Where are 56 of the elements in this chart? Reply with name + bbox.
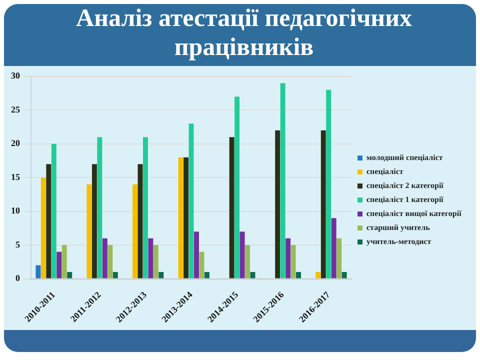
bar: [342, 272, 347, 278]
bar: [188, 124, 194, 278]
bar: [229, 137, 234, 278]
bar: [250, 272, 256, 278]
bar: [67, 272, 72, 278]
bar: [108, 245, 113, 278]
legend-label: молодший спеціаліст: [366, 153, 443, 162]
bar: [194, 232, 199, 278]
bar: [245, 245, 250, 278]
bar: [62, 245, 67, 278]
bar: [204, 272, 210, 278]
bar: [153, 245, 158, 278]
y-tick-label: 30: [11, 70, 20, 81]
bar: [40, 178, 46, 278]
bar: [132, 184, 138, 278]
legend-label: спеціаліст 2 категорії: [366, 181, 444, 190]
bar: [280, 83, 286, 278]
bar: [290, 245, 296, 278]
legend-label: спеціаліст 1 категорії: [366, 195, 444, 204]
bar: [36, 265, 41, 278]
y-tick-label: 5: [16, 239, 20, 250]
legend-label: учитель-методист: [366, 237, 432, 246]
bar: [316, 272, 321, 278]
y-tick-label: 20: [11, 138, 20, 148]
bar: [320, 130, 326, 278]
legend-label: старший учитель: [366, 223, 431, 232]
legend-label: спеціаліст вищої категорії: [366, 209, 462, 218]
bar: [112, 272, 118, 278]
y-tick-label: 0: [16, 273, 20, 284]
bar: [46, 164, 52, 278]
bar: [286, 238, 291, 278]
bar: [142, 137, 148, 278]
legend-label: спеціаліст: [366, 167, 404, 176]
bar: [331, 218, 336, 278]
bar: [240, 232, 245, 278]
y-tick-label: 15: [11, 172, 20, 182]
bar: [86, 184, 92, 278]
bar: [275, 130, 280, 278]
bar: [326, 90, 332, 278]
bar: [336, 238, 342, 278]
bar: [184, 157, 189, 278]
bar: [102, 238, 108, 278]
bar: [56, 252, 62, 278]
bar: [148, 238, 154, 278]
bar: [97, 137, 102, 278]
bar: [199, 252, 204, 278]
bar: [51, 144, 56, 278]
chart-title: Аналіз атестації педагогічних працівників: [75, 4, 413, 62]
bar: [92, 164, 97, 278]
bar: [234, 96, 240, 278]
y-tick-label: 10: [11, 206, 20, 216]
bar: [138, 164, 143, 278]
y-tick-label: 25: [11, 104, 20, 114]
bar: [178, 157, 184, 278]
bar: [158, 272, 164, 278]
bar: [296, 272, 302, 278]
